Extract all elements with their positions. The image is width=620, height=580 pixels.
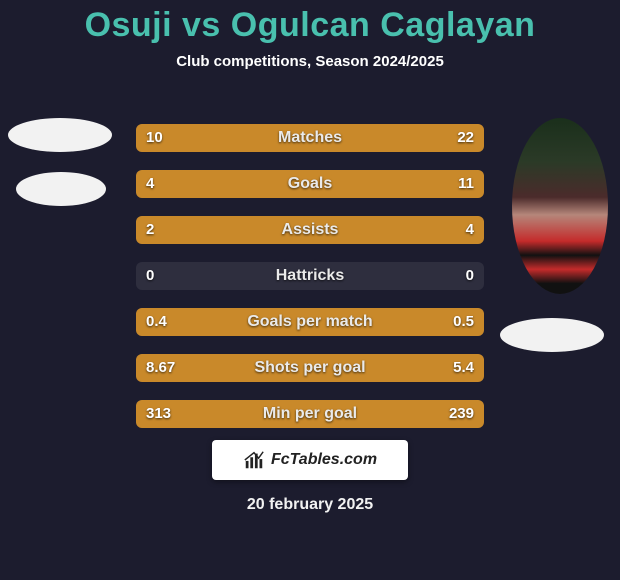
page-subtitle: Club competitions, Season 2024/2025 [0, 53, 620, 70]
stats-bars: 10Matches224Goals112Assists40Hattricks00… [136, 124, 484, 446]
stat-value-right: 11 [458, 170, 474, 198]
ellipse-shape [8, 118, 112, 152]
stat-label: Hattricks [136, 262, 484, 290]
stat-value-right: 239 [449, 400, 474, 428]
stat-value-right: 0 [466, 262, 474, 290]
stat-label: Goals per match [136, 308, 484, 336]
ellipse-shape [500, 318, 604, 352]
brand-label: FcTables.com [271, 451, 377, 469]
stat-row: 8.67Shots per goal5.4 [136, 354, 484, 382]
ellipse-shape [16, 172, 106, 206]
stat-value-right: 22 [457, 124, 474, 152]
stat-label: Goals [136, 170, 484, 198]
page-title: Osuji vs Ogulcan Caglayan [0, 0, 620, 45]
stat-label: Matches [136, 124, 484, 152]
player-left-placeholder [8, 118, 112, 206]
stat-row: 2Assists4 [136, 216, 484, 244]
stat-row: 313Min per goal239 [136, 400, 484, 428]
chart-icon [243, 449, 265, 471]
stat-value-right: 0.5 [453, 308, 474, 336]
stat-row: 4Goals11 [136, 170, 484, 198]
date-label: 20 february 2025 [0, 496, 620, 514]
stat-row: 10Matches22 [136, 124, 484, 152]
stat-row: 0.4Goals per match0.5 [136, 308, 484, 336]
stat-label: Shots per goal [136, 354, 484, 382]
stat-value-right: 5.4 [453, 354, 474, 382]
stat-label: Assists [136, 216, 484, 244]
brand-badge[interactable]: FcTables.com [212, 440, 408, 480]
stat-row: 0Hattricks0 [136, 262, 484, 290]
player-right-photo [512, 118, 608, 294]
stat-value-right: 4 [466, 216, 474, 244]
stat-label: Min per goal [136, 400, 484, 428]
